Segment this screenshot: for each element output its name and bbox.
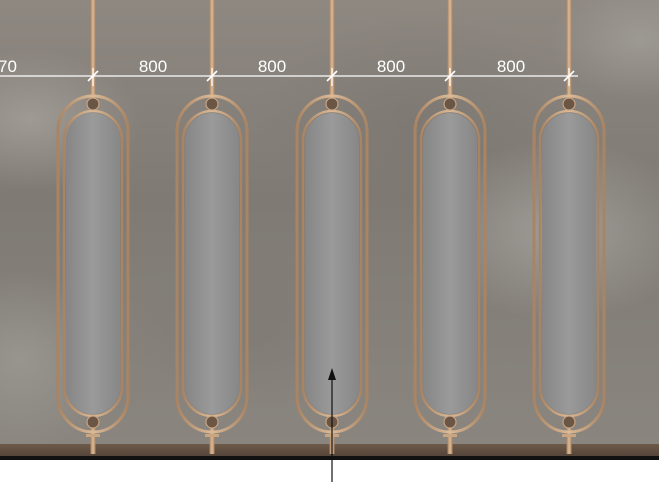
dimension-label-edge: 70 <box>0 57 17 76</box>
panel-insert <box>185 113 239 414</box>
bottom-connector-knob <box>443 415 457 429</box>
dimension-label-2: 800 <box>258 57 286 76</box>
dimension-slash-3 <box>326 70 338 82</box>
bottom-connector-knob <box>562 415 576 429</box>
dimension-label-1: 800 <box>139 57 167 76</box>
dimension-label-4: 800 <box>497 57 525 76</box>
bottom-connector-knob <box>205 415 219 429</box>
panel-insert <box>66 113 120 414</box>
bottom-rod <box>447 424 453 454</box>
bottom-connector-knob <box>86 415 100 429</box>
panels-group <box>56 0 606 454</box>
panel-5 <box>532 0 606 454</box>
panel-4 <box>413 0 487 454</box>
bottom-rod-collar <box>205 434 219 437</box>
dimension-line: 70 800 800 800 800 <box>0 57 578 86</box>
bottom-rod <box>209 424 215 454</box>
bottom-rod <box>90 424 96 454</box>
panel-2 <box>175 0 249 454</box>
bottom-rod-collar <box>443 434 457 437</box>
floor-line <box>0 456 659 460</box>
top-rod <box>447 0 453 98</box>
outer-frame <box>175 94 249 434</box>
top-rod <box>90 0 96 98</box>
panel-3 <box>295 0 369 454</box>
bottom-rod-collar <box>86 434 100 437</box>
dimension-ticks <box>87 68 575 86</box>
bottom-rod-collar <box>562 434 576 437</box>
outer-frame <box>532 94 606 434</box>
dimension-slash-1 <box>87 70 99 82</box>
leader-arrowhead <box>328 368 336 380</box>
top-rod <box>566 0 572 98</box>
top-connector-knob <box>86 97 100 111</box>
outer-frame <box>56 94 130 434</box>
annotation-leader <box>328 368 336 482</box>
panel-1 <box>56 0 130 454</box>
top-rod <box>329 0 335 98</box>
panel-insert <box>542 113 596 414</box>
dimension-slash-4 <box>444 70 456 82</box>
dimension-label-3: 800 <box>377 57 405 76</box>
panel-insert <box>305 113 359 414</box>
outer-frame <box>413 94 487 434</box>
top-connector-knob <box>443 97 457 111</box>
top-rod <box>209 0 215 98</box>
dimension-slash-5 <box>563 70 575 82</box>
top-connector-knob <box>562 97 576 111</box>
panel-insert <box>423 113 477 414</box>
dimension-slash-2 <box>206 70 218 82</box>
bottom-rod <box>566 424 572 454</box>
top-connector-knob <box>205 97 219 111</box>
top-connector-knob <box>325 97 339 111</box>
